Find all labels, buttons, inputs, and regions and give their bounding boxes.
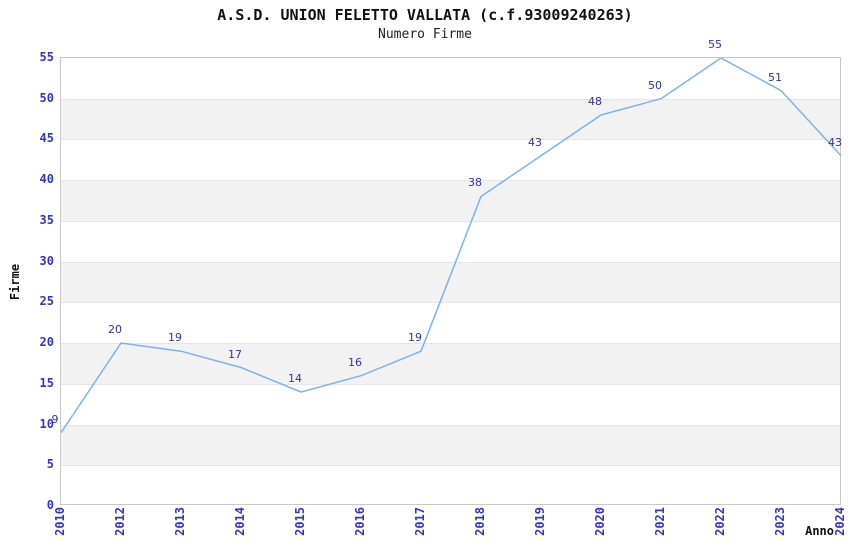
gridline (61, 220, 840, 222)
y-tick-label: 5 (46, 457, 54, 472)
x-tick-label: 2021 (653, 507, 667, 536)
gridline (61, 383, 840, 385)
x-tick-label: 2024 (833, 507, 847, 536)
data-label: 9 (51, 412, 59, 426)
data-label: 14 (288, 371, 302, 385)
y-tick-label: 45 (39, 131, 54, 146)
series-line (61, 58, 842, 434)
data-label: 16 (348, 355, 362, 369)
gridline (61, 465, 840, 467)
grid-band (61, 343, 840, 384)
grid-band (61, 98, 840, 140)
x-tick-label: 2022 (713, 507, 727, 536)
grid-band (61, 180, 840, 221)
data-label: 19 (408, 331, 422, 345)
data-label: 19 (168, 331, 182, 345)
y-tick-label: 30 (39, 253, 54, 268)
line-series (61, 58, 842, 434)
y-tick-label: 15 (39, 375, 54, 390)
data-label: 48 (588, 95, 602, 109)
x-tick-label: 2020 (593, 507, 607, 536)
chart-title: A.S.D. UNION FELETTO VALLATA (c.f.930092… (217, 6, 633, 24)
x-axis-title: Anno (805, 524, 834, 538)
data-label: 55 (708, 38, 722, 51)
y-tick-label: 10 (39, 416, 54, 431)
y-tick-label: 25 (39, 294, 54, 309)
data-label: 38 (468, 176, 482, 190)
y-tick-label: 40 (39, 172, 54, 187)
gridline (61, 139, 840, 141)
gridline (61, 343, 840, 345)
x-tick-label: 2013 (173, 507, 187, 536)
gridline (61, 180, 840, 182)
gridline (61, 302, 840, 304)
gridline (61, 424, 840, 426)
y-tick-label: 50 (39, 90, 54, 105)
x-tick-label: 2017 (413, 507, 427, 536)
data-label: 43 (528, 135, 542, 149)
y-tick-label: 0 (46, 498, 54, 512)
x-tick-label: 2010 (53, 507, 67, 536)
x-tick-label: 2012 (113, 507, 127, 536)
grid-band (61, 261, 840, 303)
data-label: 50 (648, 78, 662, 92)
gridline (61, 98, 840, 100)
x-tick-label: 2014 (233, 507, 247, 536)
data-label: 17 (228, 347, 242, 361)
y-tick-label: 20 (39, 335, 54, 350)
y-tick-label: 55 (39, 50, 54, 64)
data-label: 43 (828, 135, 842, 149)
x-tick-label: 2023 (773, 507, 787, 536)
gridline (61, 261, 840, 263)
x-tick-label: 2019 (533, 507, 547, 536)
x-tick-label: 2016 (353, 507, 367, 536)
chart-subtitle: Numero Firme (378, 27, 472, 42)
data-label: 51 (768, 70, 782, 84)
grid-band (61, 424, 840, 466)
x-tick-label: 2015 (293, 507, 307, 536)
data-label: 20 (108, 323, 122, 337)
plot-area (60, 57, 842, 505)
x-tick-label: 2018 (473, 507, 487, 536)
y-tick-label: 35 (39, 212, 54, 227)
